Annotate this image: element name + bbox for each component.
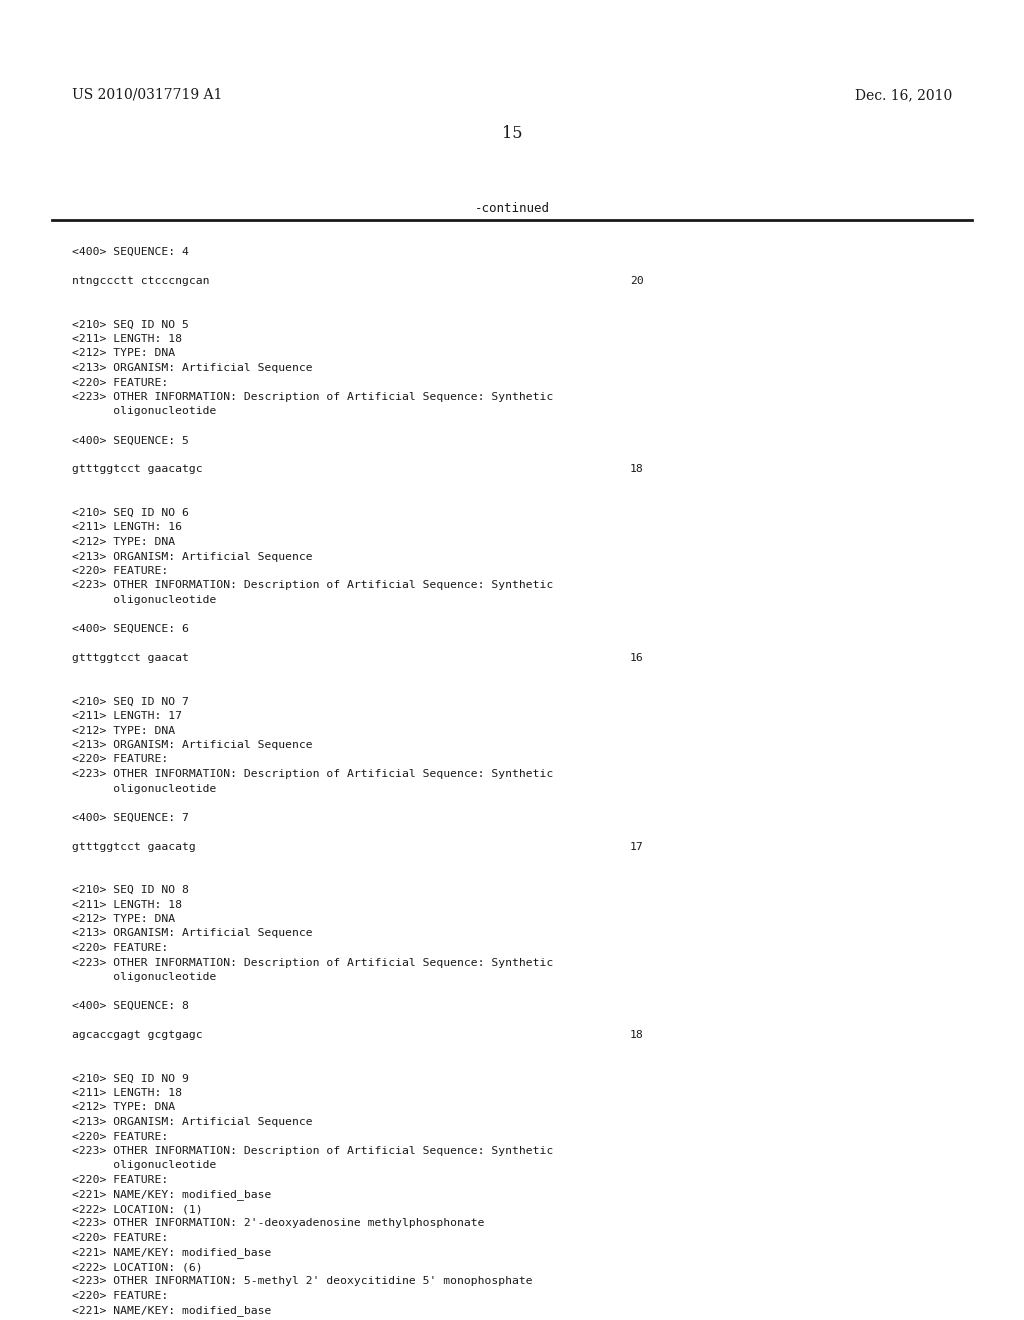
Text: oligonucleotide: oligonucleotide <box>72 595 216 605</box>
Text: <220> FEATURE:: <220> FEATURE: <box>72 1291 168 1302</box>
Text: <223> OTHER INFORMATION: Description of Artificial Sequence: Synthetic: <223> OTHER INFORMATION: Description of … <box>72 581 553 590</box>
Text: gtttggtcct gaacat: gtttggtcct gaacat <box>72 653 188 663</box>
Text: <211> LENGTH: 16: <211> LENGTH: 16 <box>72 523 182 532</box>
Text: US 2010/0317719 A1: US 2010/0317719 A1 <box>72 88 222 102</box>
Text: <211> LENGTH: 17: <211> LENGTH: 17 <box>72 711 182 721</box>
Text: <213> ORGANISM: Artificial Sequence: <213> ORGANISM: Artificial Sequence <box>72 552 312 561</box>
Text: <213> ORGANISM: Artificial Sequence: <213> ORGANISM: Artificial Sequence <box>72 363 312 374</box>
Text: <221> NAME/KEY: modified_base: <221> NAME/KEY: modified_base <box>72 1189 271 1200</box>
Text: <212> TYPE: DNA: <212> TYPE: DNA <box>72 726 175 735</box>
Text: gtttggtcct gaacatg: gtttggtcct gaacatg <box>72 842 196 851</box>
Text: <223> OTHER INFORMATION: 5-methyl 2' deoxycitidine 5' monophosphate: <223> OTHER INFORMATION: 5-methyl 2' deo… <box>72 1276 532 1287</box>
Text: <220> FEATURE:: <220> FEATURE: <box>72 566 168 576</box>
Text: 15: 15 <box>502 124 522 141</box>
Text: oligonucleotide: oligonucleotide <box>72 407 216 417</box>
Text: <211> LENGTH: 18: <211> LENGTH: 18 <box>72 1088 182 1098</box>
Text: <220> FEATURE:: <220> FEATURE: <box>72 378 168 388</box>
Text: <220> FEATURE:: <220> FEATURE: <box>72 755 168 764</box>
Text: <213> ORGANISM: Artificial Sequence: <213> ORGANISM: Artificial Sequence <box>72 1117 312 1127</box>
Text: <222> LOCATION: (6): <222> LOCATION: (6) <box>72 1262 203 1272</box>
Text: <223> OTHER INFORMATION: Description of Artificial Sequence: Synthetic: <223> OTHER INFORMATION: Description of … <box>72 957 553 968</box>
Text: <221> NAME/KEY: modified_base: <221> NAME/KEY: modified_base <box>72 1247 271 1258</box>
Text: <210> SEQ ID NO 5: <210> SEQ ID NO 5 <box>72 319 188 330</box>
Text: 16: 16 <box>630 653 644 663</box>
Text: <221> NAME/KEY: modified_base: <221> NAME/KEY: modified_base <box>72 1305 271 1316</box>
Text: -continued: -continued <box>474 202 550 214</box>
Text: <211> LENGTH: 18: <211> LENGTH: 18 <box>72 899 182 909</box>
Text: agcaccgagt gcgtgagc: agcaccgagt gcgtgagc <box>72 1030 203 1040</box>
Text: oligonucleotide: oligonucleotide <box>72 972 216 982</box>
Text: <400> SEQUENCE: 8: <400> SEQUENCE: 8 <box>72 1001 188 1011</box>
Text: <400> SEQUENCE: 4: <400> SEQUENCE: 4 <box>72 247 188 257</box>
Text: <400> SEQUENCE: 5: <400> SEQUENCE: 5 <box>72 436 188 446</box>
Text: <213> ORGANISM: Artificial Sequence: <213> ORGANISM: Artificial Sequence <box>72 928 312 939</box>
Text: <213> ORGANISM: Artificial Sequence: <213> ORGANISM: Artificial Sequence <box>72 741 312 750</box>
Text: <400> SEQUENCE: 7: <400> SEQUENCE: 7 <box>72 813 188 822</box>
Text: <220> FEATURE:: <220> FEATURE: <box>72 1233 168 1243</box>
Text: <223> OTHER INFORMATION: 2'-deoxyadenosine methylphosphonate: <223> OTHER INFORMATION: 2'-deoxyadenosi… <box>72 1218 484 1229</box>
Text: <212> TYPE: DNA: <212> TYPE: DNA <box>72 348 175 359</box>
Text: 18: 18 <box>630 1030 644 1040</box>
Text: <210> SEQ ID NO 6: <210> SEQ ID NO 6 <box>72 508 188 517</box>
Text: <212> TYPE: DNA: <212> TYPE: DNA <box>72 1102 175 1113</box>
Text: 18: 18 <box>630 465 644 474</box>
Text: <220> FEATURE:: <220> FEATURE: <box>72 942 168 953</box>
Text: <400> SEQUENCE: 6: <400> SEQUENCE: 6 <box>72 624 188 634</box>
Text: gtttggtcct gaacatgc: gtttggtcct gaacatgc <box>72 465 203 474</box>
Text: <220> FEATURE:: <220> FEATURE: <box>72 1175 168 1185</box>
Text: <222> LOCATION: (1): <222> LOCATION: (1) <box>72 1204 203 1214</box>
Text: <210> SEQ ID NO 8: <210> SEQ ID NO 8 <box>72 884 188 895</box>
Text: 17: 17 <box>630 842 644 851</box>
Text: Dec. 16, 2010: Dec. 16, 2010 <box>855 88 952 102</box>
Text: <212> TYPE: DNA: <212> TYPE: DNA <box>72 537 175 546</box>
Text: 20: 20 <box>630 276 644 286</box>
Text: ntngccctt ctcccngcan: ntngccctt ctcccngcan <box>72 276 210 286</box>
Text: <223> OTHER INFORMATION: Description of Artificial Sequence: Synthetic: <223> OTHER INFORMATION: Description of … <box>72 392 553 403</box>
Text: <212> TYPE: DNA: <212> TYPE: DNA <box>72 913 175 924</box>
Text: <223> OTHER INFORMATION: Description of Artificial Sequence: Synthetic: <223> OTHER INFORMATION: Description of … <box>72 1146 553 1156</box>
Text: <210> SEQ ID NO 7: <210> SEQ ID NO 7 <box>72 697 188 706</box>
Text: <223> OTHER INFORMATION: Description of Artificial Sequence: Synthetic: <223> OTHER INFORMATION: Description of … <box>72 770 553 779</box>
Text: oligonucleotide: oligonucleotide <box>72 1160 216 1171</box>
Text: <210> SEQ ID NO 9: <210> SEQ ID NO 9 <box>72 1073 188 1084</box>
Text: <220> FEATURE:: <220> FEATURE: <box>72 1131 168 1142</box>
Text: <211> LENGTH: 18: <211> LENGTH: 18 <box>72 334 182 345</box>
Text: oligonucleotide: oligonucleotide <box>72 784 216 793</box>
